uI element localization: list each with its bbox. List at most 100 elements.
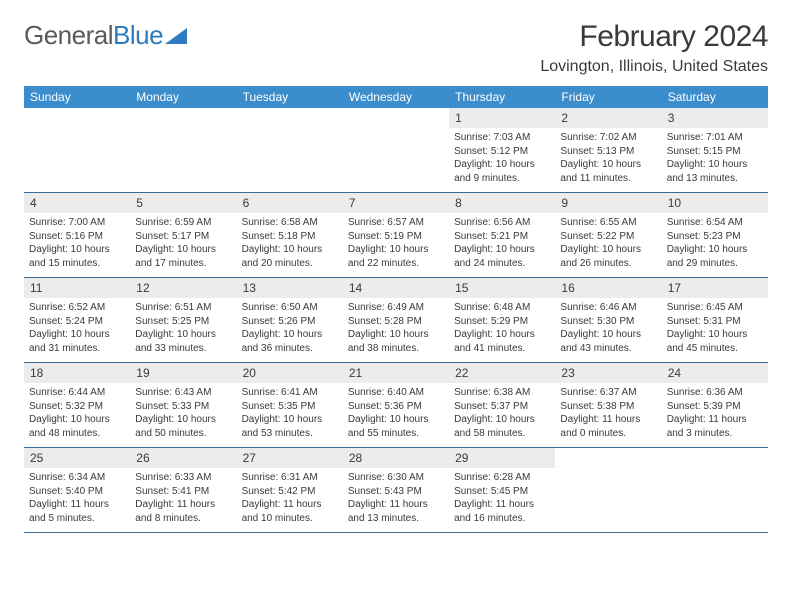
day-line: Daylight: 10 hours	[348, 328, 444, 342]
day-line: Daylight: 10 hours	[454, 158, 550, 172]
day-body: Sunrise: 6:34 AMSunset: 5:40 PMDaylight:…	[24, 468, 130, 529]
day-line: Sunset: 5:36 PM	[348, 400, 444, 414]
day-line: Sunrise: 6:45 AM	[667, 301, 763, 315]
day-line: and 9 minutes.	[454, 172, 550, 186]
day-line: Daylight: 10 hours	[560, 328, 656, 342]
day-line: and 38 minutes.	[348, 342, 444, 356]
day-line: Sunrise: 6:28 AM	[454, 471, 550, 485]
day-cell: 24Sunrise: 6:36 AMSunset: 5:39 PMDayligh…	[662, 363, 768, 447]
day-number: 6	[237, 193, 343, 213]
day-number: 28	[343, 448, 449, 468]
day-line: Sunrise: 6:51 AM	[135, 301, 231, 315]
day-body: Sunrise: 6:41 AMSunset: 5:35 PMDaylight:…	[237, 383, 343, 444]
day-line: Daylight: 10 hours	[29, 243, 125, 257]
day-line: Daylight: 10 hours	[29, 413, 125, 427]
day-line: Sunrise: 6:34 AM	[29, 471, 125, 485]
day-line: Sunset: 5:29 PM	[454, 315, 550, 329]
day-body: Sunrise: 6:56 AMSunset: 5:21 PMDaylight:…	[449, 213, 555, 274]
day-line: Sunset: 5:39 PM	[667, 400, 763, 414]
day-number: 17	[662, 278, 768, 298]
day-cell: 11Sunrise: 6:52 AMSunset: 5:24 PMDayligh…	[24, 278, 130, 362]
day-line: Sunrise: 6:54 AM	[667, 216, 763, 230]
day-cell	[555, 448, 661, 532]
day-body: Sunrise: 6:54 AMSunset: 5:23 PMDaylight:…	[662, 213, 768, 274]
day-cell: 15Sunrise: 6:48 AMSunset: 5:29 PMDayligh…	[449, 278, 555, 362]
day-line: and 15 minutes.	[29, 257, 125, 271]
day-line: and 29 minutes.	[667, 257, 763, 271]
day-cell	[237, 108, 343, 192]
day-number: 4	[24, 193, 130, 213]
day-line: Sunrise: 7:01 AM	[667, 131, 763, 145]
day-line: and 48 minutes.	[29, 427, 125, 441]
day-line: Sunrise: 6:44 AM	[29, 386, 125, 400]
day-line: Sunrise: 7:03 AM	[454, 131, 550, 145]
day-number: 12	[130, 278, 236, 298]
day-body: Sunrise: 6:44 AMSunset: 5:32 PMDaylight:…	[24, 383, 130, 444]
day-line: Sunrise: 6:49 AM	[348, 301, 444, 315]
day-line: Daylight: 10 hours	[560, 158, 656, 172]
day-line: and 22 minutes.	[348, 257, 444, 271]
day-line: Daylight: 11 hours	[560, 413, 656, 427]
calendar-week: 4Sunrise: 7:00 AMSunset: 5:16 PMDaylight…	[24, 193, 768, 278]
day-line: Sunset: 5:21 PM	[454, 230, 550, 244]
day-header-thursday: Thursday	[449, 86, 555, 108]
day-body: Sunrise: 7:01 AMSunset: 5:15 PMDaylight:…	[662, 128, 768, 189]
day-number: 7	[343, 193, 449, 213]
day-number: 13	[237, 278, 343, 298]
day-cell	[130, 108, 236, 192]
day-line: Daylight: 10 hours	[242, 413, 338, 427]
day-line: Daylight: 11 hours	[348, 498, 444, 512]
header: GeneralBlue February 2024 Lovington, Ill…	[24, 20, 768, 76]
location-label: Lovington, Illinois, United States	[540, 58, 768, 76]
day-body: Sunrise: 6:38 AMSunset: 5:37 PMDaylight:…	[449, 383, 555, 444]
day-line: and 5 minutes.	[29, 512, 125, 526]
calendar: Sunday Monday Tuesday Wednesday Thursday…	[24, 86, 768, 533]
day-line: Sunset: 5:43 PM	[348, 485, 444, 499]
day-line: Daylight: 10 hours	[667, 158, 763, 172]
day-cell: 14Sunrise: 6:49 AMSunset: 5:28 PMDayligh…	[343, 278, 449, 362]
day-body: Sunrise: 6:46 AMSunset: 5:30 PMDaylight:…	[555, 298, 661, 359]
day-line: Daylight: 10 hours	[454, 243, 550, 257]
day-line: Sunset: 5:25 PM	[135, 315, 231, 329]
day-line: and 50 minutes.	[135, 427, 231, 441]
day-body: Sunrise: 6:28 AMSunset: 5:45 PMDaylight:…	[449, 468, 555, 529]
day-line: Daylight: 10 hours	[135, 243, 231, 257]
day-line: and 43 minutes.	[560, 342, 656, 356]
day-cell: 19Sunrise: 6:43 AMSunset: 5:33 PMDayligh…	[130, 363, 236, 447]
day-line: Daylight: 10 hours	[667, 243, 763, 257]
day-number: 23	[555, 363, 661, 383]
day-line: Sunset: 5:26 PM	[242, 315, 338, 329]
day-body: Sunrise: 6:57 AMSunset: 5:19 PMDaylight:…	[343, 213, 449, 274]
day-cell: 1Sunrise: 7:03 AMSunset: 5:12 PMDaylight…	[449, 108, 555, 192]
day-line: Sunrise: 6:37 AM	[560, 386, 656, 400]
day-line: Sunrise: 6:40 AM	[348, 386, 444, 400]
day-line: Daylight: 10 hours	[242, 328, 338, 342]
day-line: and 45 minutes.	[667, 342, 763, 356]
day-cell	[24, 108, 130, 192]
day-line: and 41 minutes.	[454, 342, 550, 356]
day-line: Sunset: 5:28 PM	[348, 315, 444, 329]
day-number: 19	[130, 363, 236, 383]
day-line: Sunrise: 6:59 AM	[135, 216, 231, 230]
day-line: Sunset: 5:35 PM	[242, 400, 338, 414]
day-line: Sunset: 5:19 PM	[348, 230, 444, 244]
day-number: 2	[555, 108, 661, 128]
weeks-container: 1Sunrise: 7:03 AMSunset: 5:12 PMDaylight…	[24, 108, 768, 533]
day-body: Sunrise: 6:30 AMSunset: 5:43 PMDaylight:…	[343, 468, 449, 529]
day-line: Sunset: 5:33 PM	[135, 400, 231, 414]
day-line: Daylight: 10 hours	[348, 243, 444, 257]
day-header-monday: Monday	[130, 86, 236, 108]
day-body: Sunrise: 7:03 AMSunset: 5:12 PMDaylight:…	[449, 128, 555, 189]
day-cell: 20Sunrise: 6:41 AMSunset: 5:35 PMDayligh…	[237, 363, 343, 447]
day-cell: 29Sunrise: 6:28 AMSunset: 5:45 PMDayligh…	[449, 448, 555, 532]
day-cell: 13Sunrise: 6:50 AMSunset: 5:26 PMDayligh…	[237, 278, 343, 362]
day-line: Sunrise: 6:58 AM	[242, 216, 338, 230]
day-body: Sunrise: 6:58 AMSunset: 5:18 PMDaylight:…	[237, 213, 343, 274]
day-line: Daylight: 11 hours	[667, 413, 763, 427]
day-line: and 8 minutes.	[135, 512, 231, 526]
day-body: Sunrise: 6:37 AMSunset: 5:38 PMDaylight:…	[555, 383, 661, 444]
day-cell: 27Sunrise: 6:31 AMSunset: 5:42 PMDayligh…	[237, 448, 343, 532]
day-line: Sunrise: 6:43 AM	[135, 386, 231, 400]
day-line: Daylight: 10 hours	[454, 413, 550, 427]
day-cell	[662, 448, 768, 532]
